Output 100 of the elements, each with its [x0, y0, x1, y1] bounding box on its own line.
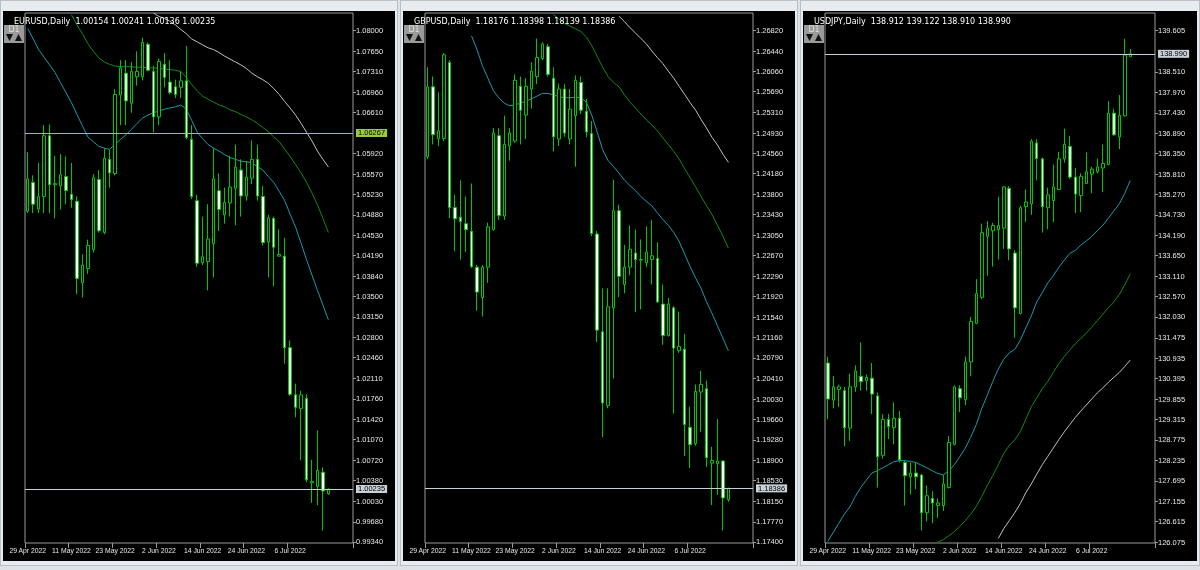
candlestick — [130, 61, 133, 114]
candlestick — [585, 98, 588, 138]
candlestick — [650, 219, 654, 286]
candlestick — [48, 124, 51, 214]
candlestick — [898, 410, 901, 463]
candlestick — [903, 460, 907, 507]
candlestick — [1112, 108, 1116, 137]
candlestick — [245, 160, 248, 202]
candlestick — [42, 124, 46, 214]
candlestick — [672, 305, 675, 415]
candlestick — [481, 264, 484, 318]
line-series — [937, 273, 1131, 543]
candlestick — [1118, 94, 1121, 150]
candlestick — [459, 179, 462, 261]
candlestick — [826, 356, 830, 420]
timeframe-control: D1 — [4, 25, 24, 43]
candlestick — [119, 59, 122, 126]
candlestick — [1090, 166, 1094, 194]
candlestick — [283, 237, 286, 365]
candlestick — [1063, 128, 1066, 164]
candlestick — [980, 223, 984, 300]
candlestick — [909, 461, 912, 496]
candlestick — [267, 214, 270, 278]
candlestick — [634, 229, 637, 313]
candlestick — [721, 459, 725, 532]
candlestick — [437, 91, 440, 147]
candlestick — [513, 73, 517, 144]
candlestick — [519, 76, 522, 145]
candlestick — [212, 147, 215, 278]
candlestick — [97, 169, 101, 234]
candlestick — [661, 284, 665, 346]
candlestick — [683, 333, 686, 457]
candlestick — [552, 66, 555, 152]
candlestick — [152, 65, 155, 133]
candlestick — [431, 76, 435, 145]
candlestick — [892, 401, 896, 445]
timeframe-control: D1 — [804, 25, 824, 43]
candlestick — [639, 238, 643, 310]
candlestick — [557, 83, 561, 147]
candlestick — [925, 485, 929, 522]
candlestick — [86, 239, 90, 275]
candlestick — [135, 50, 139, 87]
candlestick — [206, 203, 210, 291]
candlestick — [606, 287, 610, 409]
candlestick — [541, 41, 544, 61]
candlestick — [508, 127, 511, 162]
candlestick — [1123, 38, 1127, 118]
candlestick — [975, 278, 978, 325]
line-series — [470, 35, 729, 352]
candlestick — [442, 52, 446, 142]
candlestick — [1057, 151, 1061, 191]
candlestick — [1041, 156, 1044, 234]
candlestick — [710, 446, 714, 506]
candlestick — [1019, 205, 1022, 315]
candlestick — [931, 490, 934, 524]
candlestick — [628, 224, 632, 276]
line-series — [618, 15, 729, 163]
candlestick — [321, 466, 325, 532]
candlestick — [645, 225, 648, 268]
candlestick — [464, 196, 468, 253]
candlestick — [936, 497, 940, 519]
candlestick — [310, 459, 314, 504]
candlestick — [694, 383, 697, 447]
candlestick — [969, 316, 973, 377]
candlestick — [453, 194, 457, 252]
candlestick — [1074, 167, 1077, 214]
candlestick — [146, 42, 150, 72]
candlestick — [535, 38, 539, 85]
candlestick — [699, 370, 703, 433]
candlestick — [124, 59, 128, 126]
candlestick — [217, 173, 221, 232]
candlestick — [1046, 187, 1050, 230]
candlestick — [958, 384, 962, 413]
candlestick — [876, 392, 879, 488]
candlestick — [574, 74, 577, 168]
candlestick — [887, 413, 890, 440]
candlestick — [470, 183, 473, 269]
candlestick — [688, 406, 692, 469]
candlestick — [991, 222, 995, 268]
candlestick — [854, 364, 857, 393]
candlestick — [870, 362, 874, 415]
candlestick — [612, 179, 615, 379]
candlestick — [997, 196, 1000, 260]
candlestick — [179, 70, 183, 99]
candlestick — [497, 127, 501, 221]
candlestick — [75, 196, 79, 295]
candlestick — [1096, 158, 1099, 174]
candlestick — [294, 383, 297, 418]
candlestick — [947, 435, 951, 490]
candlestick — [563, 83, 566, 138]
candlestick — [1101, 144, 1105, 193]
candlestick — [113, 88, 117, 176]
candlestick — [914, 461, 918, 490]
candlestick — [677, 311, 681, 354]
candlestick — [716, 418, 719, 496]
candlestick — [239, 158, 243, 218]
candlestick — [920, 473, 923, 532]
candlestick — [234, 144, 237, 226]
candlestick — [185, 45, 188, 140]
candlestick — [848, 373, 852, 442]
